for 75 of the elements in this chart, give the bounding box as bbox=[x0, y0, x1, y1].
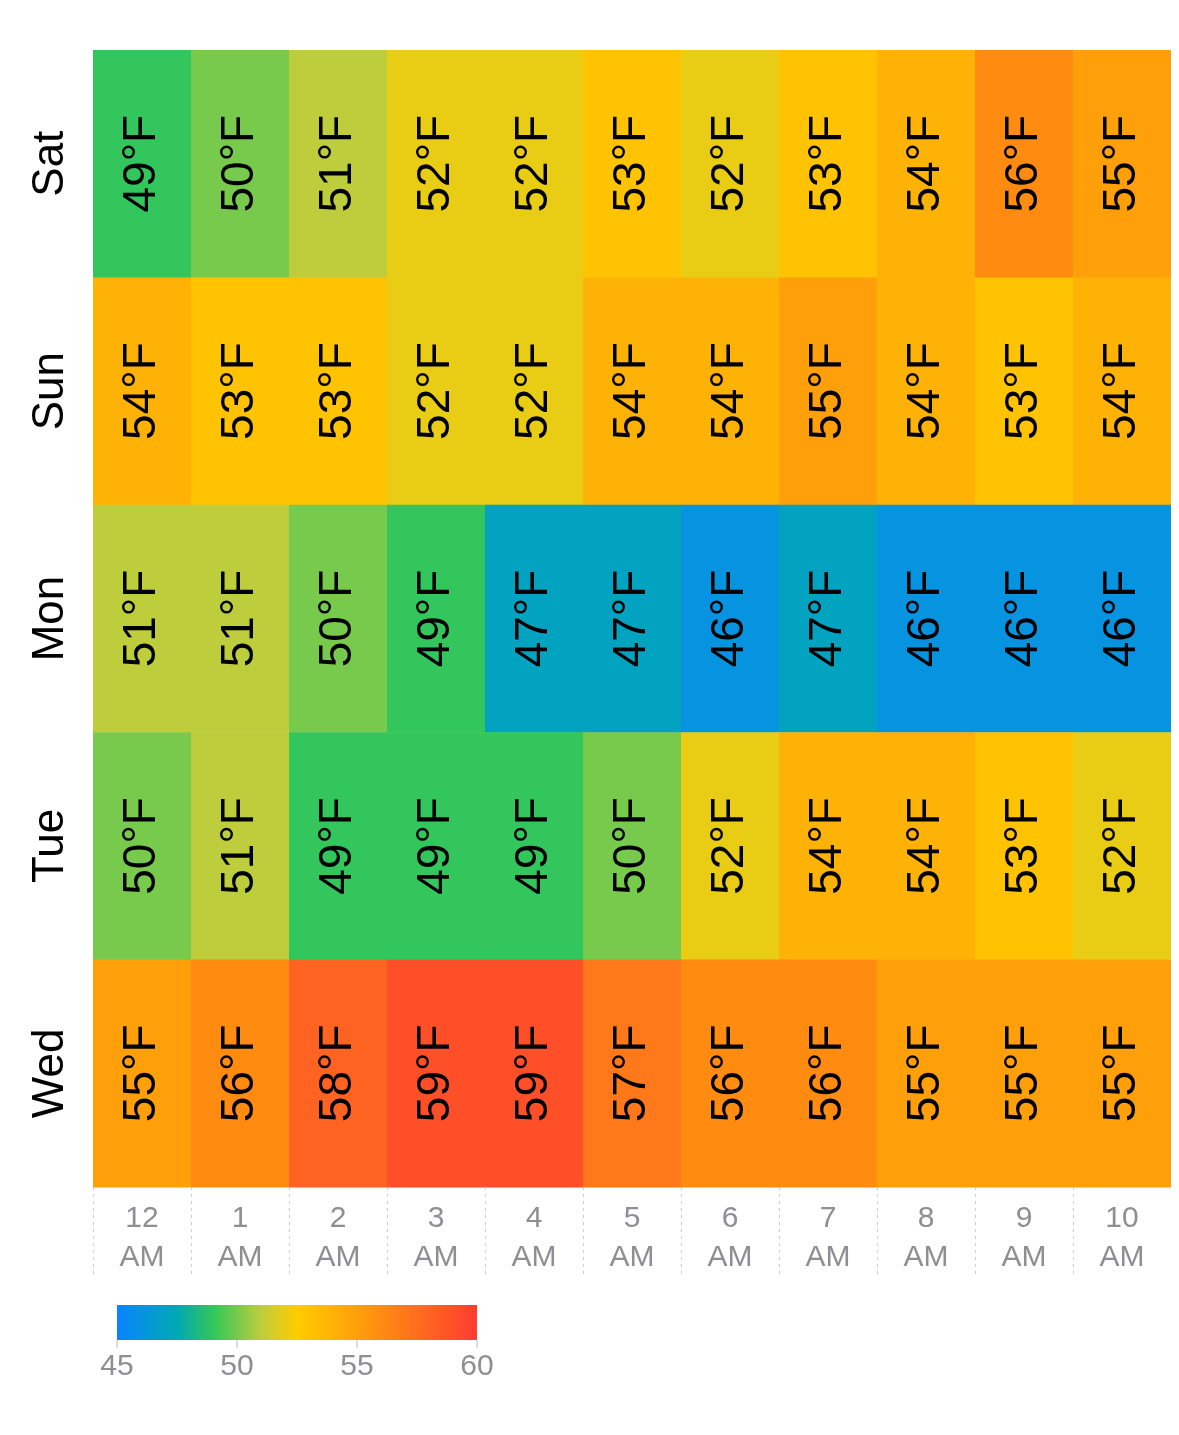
color-bar-label: 55 bbox=[340, 1348, 374, 1382]
x-tick-label: 8 AM bbox=[903, 1200, 949, 1273]
data-label: 53°F bbox=[210, 342, 263, 440]
data-label: 54°F bbox=[112, 342, 165, 440]
x-tick-label: 7 AM bbox=[805, 1200, 851, 1273]
data-label: 53°F bbox=[798, 114, 851, 213]
x-tick-label: 10 AM bbox=[1099, 1200, 1145, 1273]
color-bar-label: 60 bbox=[460, 1348, 494, 1382]
data-label: 52°F bbox=[504, 114, 557, 213]
data-label: 50°F bbox=[308, 569, 361, 668]
data-label: 53°F bbox=[994, 342, 1047, 440]
data-label: 53°F bbox=[602, 114, 655, 213]
data-label: 55°F bbox=[112, 1024, 165, 1123]
data-label: 46°F bbox=[994, 569, 1047, 668]
data-label: 54°F bbox=[1092, 342, 1145, 440]
x-tick-label: 4 AM bbox=[511, 1200, 557, 1273]
data-label: 54°F bbox=[602, 342, 655, 440]
x-tick-label: 1 AM bbox=[217, 1200, 263, 1273]
data-label: 54°F bbox=[700, 342, 753, 440]
data-label: 52°F bbox=[700, 797, 753, 895]
x-tick-label: 5 AM bbox=[609, 1200, 655, 1273]
y-tick-label: Tue bbox=[23, 808, 73, 883]
x-tick-label: 6 AM bbox=[707, 1200, 753, 1273]
y-tick-label: Sun bbox=[23, 351, 73, 431]
data-label: 46°F bbox=[700, 569, 753, 668]
y-tick-label: Wed bbox=[23, 1028, 73, 1119]
data-label: 55°F bbox=[1092, 114, 1145, 213]
data-label: 54°F bbox=[798, 797, 851, 895]
data-label: 51°F bbox=[308, 114, 361, 213]
data-label: 52°F bbox=[406, 342, 459, 440]
data-label: 56°F bbox=[210, 1024, 263, 1123]
data-label: 54°F bbox=[896, 342, 949, 440]
color-bar-label: 45 bbox=[100, 1348, 134, 1382]
data-label: 52°F bbox=[406, 114, 459, 213]
x-tick-label: 12 AM bbox=[119, 1200, 165, 1273]
data-label: 57°F bbox=[602, 1024, 655, 1123]
data-label: 56°F bbox=[798, 1024, 851, 1123]
data-label: 47°F bbox=[798, 569, 851, 668]
data-label: 47°F bbox=[602, 569, 655, 668]
data-label: 46°F bbox=[896, 569, 949, 668]
data-label: 55°F bbox=[896, 1024, 949, 1123]
data-label: 55°F bbox=[798, 342, 851, 440]
data-label: 59°F bbox=[406, 1024, 459, 1123]
data-label: 49°F bbox=[504, 797, 557, 895]
color-bar-label: 50 bbox=[220, 1348, 254, 1382]
data-label: 49°F bbox=[308, 797, 361, 895]
data-label: 46°F bbox=[1092, 569, 1145, 668]
data-label: 50°F bbox=[210, 114, 263, 213]
x-tick-label: 9 AM bbox=[1001, 1200, 1047, 1273]
data-label: 51°F bbox=[112, 569, 165, 668]
data-label: 58°F bbox=[308, 1024, 361, 1123]
data-label: 59°F bbox=[504, 1024, 557, 1123]
data-label: 53°F bbox=[308, 342, 361, 440]
data-label: 51°F bbox=[210, 569, 263, 668]
data-label: 53°F bbox=[994, 797, 1047, 895]
data-label: 52°F bbox=[1092, 797, 1145, 895]
data-label: 47°F bbox=[504, 569, 557, 668]
y-tick-label: Mon bbox=[23, 575, 73, 662]
data-label: 56°F bbox=[700, 1024, 753, 1123]
data-label: 52°F bbox=[504, 342, 557, 440]
x-tick-label: 2 AM bbox=[315, 1200, 361, 1273]
x-tick-label: 3 AM bbox=[413, 1200, 459, 1273]
data-label: 51°F bbox=[210, 797, 263, 895]
data-label: 55°F bbox=[994, 1024, 1047, 1123]
data-label: 52°F bbox=[700, 114, 753, 213]
data-label: 49°F bbox=[112, 114, 165, 213]
data-label: 49°F bbox=[406, 797, 459, 895]
data-label: 49°F bbox=[406, 569, 459, 668]
data-label: 54°F bbox=[896, 797, 949, 895]
data-label: 54°F bbox=[896, 114, 949, 213]
data-label: 55°F bbox=[1092, 1024, 1145, 1123]
data-label: 50°F bbox=[112, 797, 165, 895]
data-label: 50°F bbox=[602, 797, 655, 895]
y-tick-label: Sat bbox=[23, 130, 73, 197]
data-label: 56°F bbox=[994, 114, 1047, 213]
